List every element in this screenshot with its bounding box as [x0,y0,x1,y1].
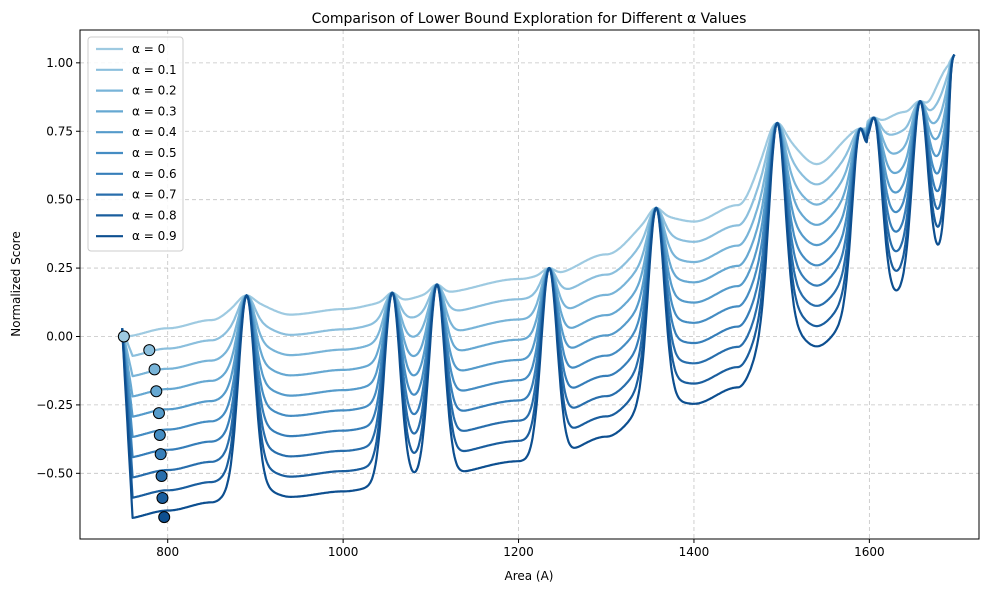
y-tick-label: 0.50 [46,193,73,207]
series-lines [121,53,956,519]
series-line [121,54,956,418]
plot-frame [79,29,980,540]
chart-title: Comparison of Lower Bound Exploration fo… [312,11,747,27]
y-tick-label: −0.25 [36,398,73,412]
grid [80,30,979,539]
series-line [121,54,956,398]
legend-label: α = 0.1 [132,63,177,77]
start-marker [143,344,156,357]
series-line [121,54,956,459]
start-marker [152,407,165,420]
y-tick-label: 1.00 [46,56,73,70]
start-marker [150,385,163,398]
y-tick-label: 0.00 [46,329,73,343]
x-tick-label: 1200 [503,545,534,559]
series-line [121,54,956,519]
series-line [121,53,956,357]
legend-label: α = 0.8 [132,208,177,222]
start-marker [154,448,167,461]
legend: α = 0 α = 0.1 α = 0.2 α = 0.3 α = 0.4 α = 0.5… [87,36,184,252]
legend-label: α = 0.9 [132,229,177,243]
y-axis-ticks: −0.50 −0.25 0.00 0.25 0.50 0.75 1.00 [36,56,80,480]
y-tick-label: 0.25 [46,261,73,275]
series-line [123,53,956,338]
series-line [121,54,956,438]
legend-label: α = 0.4 [132,125,177,139]
legend-label: α = 0.2 [132,84,177,98]
start-marker [156,491,169,504]
y-axis-title: Normalized Score [9,231,23,336]
x-tick-label: 1400 [679,545,710,559]
legend-label: α = 0.7 [132,188,177,202]
x-axis-ticks: 800 1000 1200 1400 1600 [156,539,885,559]
start-marker [158,511,171,524]
start-marker [117,330,130,343]
legend-label: α = 0.3 [132,104,177,118]
legend-label: α = 0.5 [132,146,177,160]
series-line [121,54,956,378]
y-tick-label: 0.75 [46,124,73,138]
x-axis-title: Area (A) [504,569,553,583]
legend-label: α = 0.6 [132,167,177,181]
y-tick-label: −0.50 [36,466,73,480]
start-marker [148,363,161,376]
x-tick-label: 800 [156,545,179,559]
legend-label: α = 0 [132,42,165,56]
x-tick-label: 1000 [328,545,359,559]
start-markers [117,330,171,524]
start-marker [153,429,166,442]
x-tick-label: 1600 [854,545,885,559]
start-marker [155,470,168,483]
